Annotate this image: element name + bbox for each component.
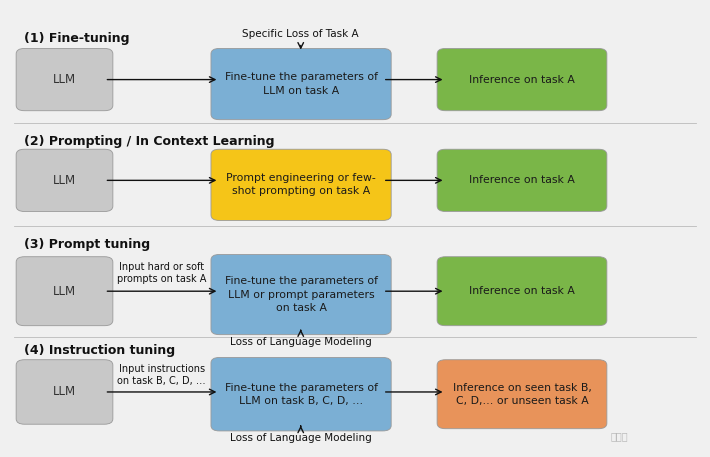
FancyBboxPatch shape — [16, 360, 113, 424]
Text: (4) Instruction tuning: (4) Instruction tuning — [24, 344, 175, 357]
FancyBboxPatch shape — [16, 149, 113, 212]
Text: Loss of Language Modeling: Loss of Language Modeling — [230, 433, 371, 443]
FancyBboxPatch shape — [16, 48, 113, 111]
FancyBboxPatch shape — [437, 48, 607, 111]
FancyBboxPatch shape — [437, 257, 607, 326]
Text: Fine-tune the parameters of
LLM on task B, C, D, …: Fine-tune the parameters of LLM on task … — [224, 383, 378, 406]
FancyBboxPatch shape — [211, 255, 391, 335]
Text: Fine-tune the parameters of
LLM or prompt parameters
on task A: Fine-tune the parameters of LLM or promp… — [224, 276, 378, 313]
FancyBboxPatch shape — [211, 357, 391, 431]
Text: LLM: LLM — [53, 73, 76, 86]
Text: LLM: LLM — [53, 285, 76, 298]
Text: Input instructions
on task B, C, D, …: Input instructions on task B, C, D, … — [117, 364, 206, 386]
FancyBboxPatch shape — [437, 149, 607, 212]
Text: (1) Fine-tuning: (1) Fine-tuning — [24, 32, 130, 45]
Text: Fine-tune the parameters of
LLM on task A: Fine-tune the parameters of LLM on task … — [224, 73, 378, 96]
Text: Specific Loss of Task A: Specific Loss of Task A — [242, 29, 359, 38]
FancyBboxPatch shape — [16, 257, 113, 326]
Text: Prompt engineering or few-
shot prompting on task A: Prompt engineering or few- shot promptin… — [226, 173, 376, 197]
Text: (2) Prompting / In Context Learning: (2) Prompting / In Context Learning — [24, 135, 275, 148]
Text: Inference on task A: Inference on task A — [469, 175, 575, 186]
FancyBboxPatch shape — [211, 48, 391, 120]
Text: (3) Prompt tuning: (3) Prompt tuning — [24, 238, 151, 251]
Text: 旺知识: 旺知识 — [611, 431, 628, 441]
Text: Inference on task A: Inference on task A — [469, 74, 575, 85]
Text: LLM: LLM — [53, 385, 76, 399]
Text: Inference on task A: Inference on task A — [469, 286, 575, 296]
Text: Loss of Language Modeling: Loss of Language Modeling — [230, 337, 371, 347]
Text: Inference on seen task B,
C, D,… or unseen task A: Inference on seen task B, C, D,… or unse… — [452, 383, 591, 406]
FancyBboxPatch shape — [211, 149, 391, 220]
Text: Input hard or soft
prompts on task A: Input hard or soft prompts on task A — [117, 262, 207, 284]
FancyBboxPatch shape — [437, 360, 607, 429]
Text: LLM: LLM — [53, 174, 76, 187]
